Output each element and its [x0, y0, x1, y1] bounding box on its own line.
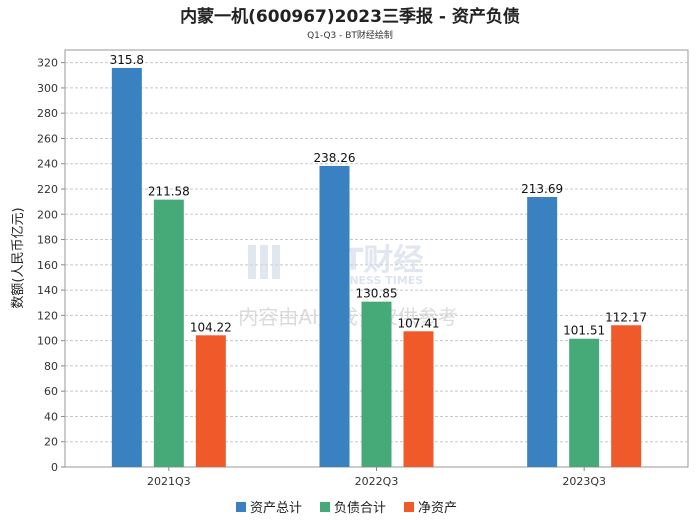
bar-2022Q3-资产总计[interactable]	[319, 165, 350, 467]
y-tick-label: 0	[51, 461, 58, 474]
legend: 资产总计 负债合计 净资产	[236, 501, 457, 516]
legend-item-净资产[interactable]: 净资产	[404, 501, 457, 516]
y-axis-ticks: 0 20 40 60 80 100 120 140 160 180 200 220 240 260 280 3…	[37, 57, 65, 474]
legend-swatch	[320, 502, 330, 512]
bar-2022Q3-负债合计[interactable]	[361, 301, 392, 467]
y-tick-label: 60	[44, 385, 58, 398]
x-tick-label: 2021Q3	[147, 475, 191, 488]
y-tick-label: 20	[44, 436, 58, 449]
value-labels: 315.8 211.58 104.22 238.26 130.85 107.41 213.6…	[110, 53, 648, 338]
y-tick-label: 160	[37, 259, 58, 272]
y-tick-label: 280	[37, 107, 58, 120]
y-tick-label: 200	[37, 208, 58, 221]
y-tick-label: 100	[37, 335, 58, 348]
x-tick-label: 2022Q3	[355, 475, 399, 488]
data-label: 107.41	[398, 316, 440, 330]
watermark-logo-bar	[260, 245, 268, 279]
bar-2021Q3-净资产[interactable]	[195, 335, 226, 467]
data-label: 104.22	[190, 320, 232, 334]
y-tick-label: 260	[37, 132, 58, 145]
y-tick-label: 40	[44, 410, 58, 423]
data-label: 101.51	[563, 324, 605, 338]
watermark-logo-bar	[248, 245, 256, 279]
y-tick-label: 140	[37, 284, 58, 297]
data-label: 238.26	[314, 151, 356, 165]
bar-series	[111, 67, 642, 467]
bar-2021Q3-资产总计[interactable]	[111, 67, 142, 467]
y-tick-label: 300	[37, 82, 58, 95]
legend-label: 净资产	[418, 501, 457, 516]
legend-item-资产总计[interactable]: 资产总计	[236, 501, 302, 516]
y-tick-label: 220	[37, 183, 58, 196]
legend-swatch	[236, 502, 246, 512]
legend-label: 资产总计	[250, 501, 302, 516]
legend-swatch	[404, 502, 414, 512]
data-label: 130.85	[356, 287, 398, 301]
data-label: 213.69	[521, 182, 563, 196]
x-axis-categories: 2021Q3 2022Q3 2023Q3	[147, 467, 606, 488]
x-tick-label: 2023Q3	[562, 475, 606, 488]
legend-item-负债合计[interactable]: 负债合计	[320, 501, 386, 516]
y-tick-label: 80	[44, 360, 58, 373]
watermark-logo-bar	[272, 245, 280, 279]
bar-2023Q3-资产总计[interactable]	[527, 196, 558, 467]
bar-2023Q3-负债合计[interactable]	[569, 338, 600, 467]
bar-2021Q3-负债合计[interactable]	[153, 199, 184, 467]
y-tick-label: 320	[37, 57, 58, 70]
legend-label: 负债合计	[334, 501, 386, 516]
data-label: 315.8	[110, 53, 144, 67]
y-tick-label: 240	[37, 158, 58, 171]
y-axis-label: 数额(人民币亿元)	[11, 207, 26, 308]
chart-title: 内蒙一机(600967)2023三季报 - 资产负债	[180, 6, 520, 27]
data-label: 112.17	[605, 310, 647, 324]
bar-2022Q3-净资产[interactable]	[403, 331, 434, 467]
data-label: 211.58	[148, 185, 190, 199]
y-tick-label: 120	[37, 309, 58, 322]
bar-2023Q3-净资产[interactable]	[611, 325, 642, 467]
y-tick-label: 180	[37, 234, 58, 247]
chart-subtitle: Q1-Q3 - BT财经绘制	[307, 29, 393, 41]
